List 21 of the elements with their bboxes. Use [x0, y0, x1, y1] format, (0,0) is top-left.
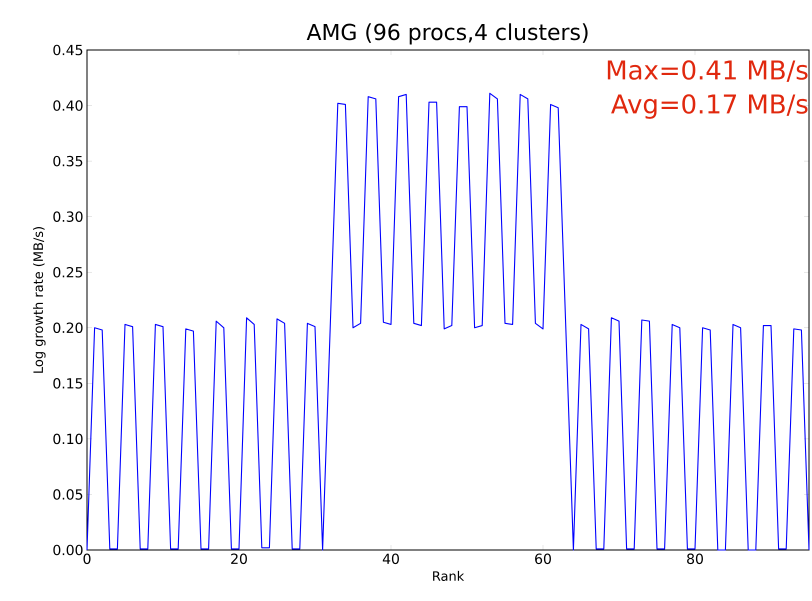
- y-tick-label: 0.15: [53, 378, 82, 389]
- x-tick-label: 40: [382, 554, 399, 564]
- x-tick-label: 80: [687, 554, 703, 564]
- y-tick-label: 0.30: [53, 211, 83, 222]
- chart-title: AMG (96 procs,4 clusters): [306, 23, 588, 45]
- x-axis-title: Rank: [433, 570, 464, 581]
- annotation: Max=0.41 MB/s: [608, 60, 808, 82]
- y-tick-label: 0.05: [53, 489, 82, 500]
- y-tick-label: 0.10: [53, 434, 83, 444]
- y-tick-label: 0.25: [53, 266, 82, 278]
- y-axis-title: Log growth rate (MB/s): [33, 227, 46, 373]
- y-tick-label: 0.35: [53, 156, 82, 166]
- y-tick-label: 0.45: [53, 44, 82, 56]
- line-series: [86, 92, 810, 551]
- annotation: Avg=0.17 MB/s: [611, 94, 808, 119]
- y-tick-label: 0.40: [53, 100, 83, 111]
- x-tick-label: 0: [83, 554, 91, 564]
- y-tick-label: 0.20: [53, 322, 83, 334]
- x-tick-label: 60: [535, 554, 551, 564]
- y-tick-label: 0.00: [53, 544, 83, 556]
- x-tick-label: 20: [231, 554, 247, 564]
